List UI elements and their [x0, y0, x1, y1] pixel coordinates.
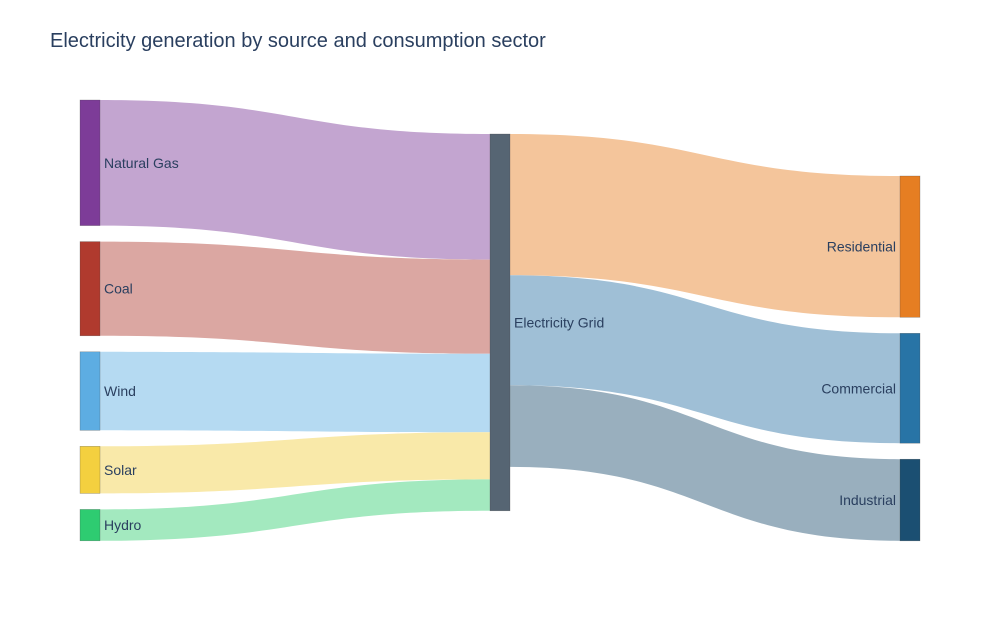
node-label-grid: Electricity Grid: [514, 314, 604, 330]
node-natural-gas[interactable]: [79, 99, 101, 226]
node-residential[interactable]: [899, 175, 921, 318]
link-grid-to-residential[interactable]: [510, 134, 900, 318]
chart-title: Electricity generation by source and con…: [50, 30, 546, 52]
node-grid[interactable]: [489, 133, 511, 512]
node-label-industrial: Industrial: [839, 492, 896, 508]
link-natural-gas-to-grid[interactable]: [100, 100, 490, 260]
nodes-layer: [79, 99, 921, 542]
link-wind-to-grid[interactable]: [100, 351, 490, 433]
node-coal[interactable]: [79, 241, 101, 337]
link-grid-to-industrial[interactable]: [510, 385, 900, 541]
node-industrial[interactable]: [899, 458, 921, 542]
link-hydro-to-grid[interactable]: [100, 479, 490, 541]
node-wind[interactable]: [79, 351, 101, 431]
node-label-natural-gas: Natural Gas: [104, 155, 179, 171]
link-coal-to-grid[interactable]: [100, 241, 490, 354]
links-layer: [100, 100, 900, 541]
node-label-wind: Wind: [104, 383, 136, 399]
node-label-coal: Coal: [104, 281, 133, 297]
node-label-hydro: Hydro: [104, 517, 142, 533]
link-solar-to-grid[interactable]: [100, 432, 490, 494]
node-hydro[interactable]: [79, 509, 101, 542]
node-label-commercial: Commercial: [821, 380, 896, 396]
node-label-solar: Solar: [104, 462, 137, 478]
node-label-residential: Residential: [827, 239, 896, 255]
link-grid-to-commercial[interactable]: [510, 275, 900, 444]
node-solar[interactable]: [79, 446, 101, 494]
labels-layer: Natural Gas Coal Wind Solar Hydro Electricity…: [104, 155, 896, 533]
node-commercial[interactable]: [899, 333, 921, 444]
